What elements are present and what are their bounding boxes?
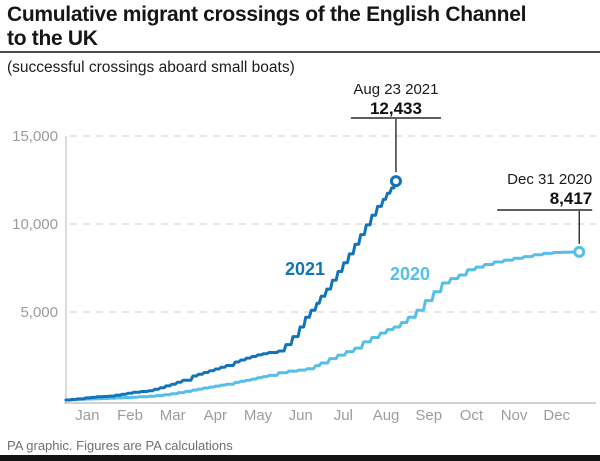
series-label-2021: 2021 [284,259,326,279]
annotation-2020-date: Dec 31 2020 [507,171,593,188]
chart-title: Cumulative migrant crossings of the Engl… [7,3,595,51]
title-divider [0,51,600,53]
x-axis-tick-mar: Mar [159,407,186,424]
x-axis-tick-jun: Jun [288,407,313,424]
x-axis-tick-feb: Feb [117,407,143,424]
x-axis-tick-may: May [243,407,273,424]
series-label-2020: 2020 [389,264,431,284]
x-axis-tick-dec: Dec [543,407,571,424]
x-axis-tick-row: Jan Feb Mar Apr May Jun Jul Aug Sep Oct … [66,407,578,424]
annotation-2021-date: Aug 23 2021 [353,81,439,98]
y-axis-tick-5000: 5,000 [20,304,58,321]
y-axis-tick-15000: 15,000 [12,128,58,145]
chart-title-line1: Cumulative migrant crossings of the Engl… [7,3,527,26]
chart-subtitle: (successful crossings aboard small boats… [7,59,295,76]
x-axis-tick-jan: Jan [75,407,100,424]
x-axis-tick-sep: Sep [415,407,443,424]
series-2021-end-marker [389,175,402,188]
x-axis-tick-aug: Aug [372,407,400,424]
y-axis-tick-10000: 10,000 [12,216,58,233]
annotation-2021-peak: Aug 23 2021 12,433 [306,81,486,119]
series-2021-line [64,179,398,402]
annotation-2020-total: Dec 31 2020 8,417 [412,171,592,209]
x-axis-tick-jul: Jul [333,407,353,424]
x-axis-tick-apr: Apr [203,407,228,424]
annotation-2020-value: 8,417 [549,189,593,208]
series-2020-end-marker [573,245,586,258]
x-axis-tick-nov: Nov [500,407,528,424]
annotation-2021-value: 12,433 [369,99,422,118]
series-2020-line [64,250,581,402]
x-axis-tick-oct: Oct [459,407,484,424]
chart-title-line2: to the UK [7,27,98,50]
source-credit: PA graphic. Figures are PA calculations [7,438,233,453]
bottom-bar [0,455,600,461]
